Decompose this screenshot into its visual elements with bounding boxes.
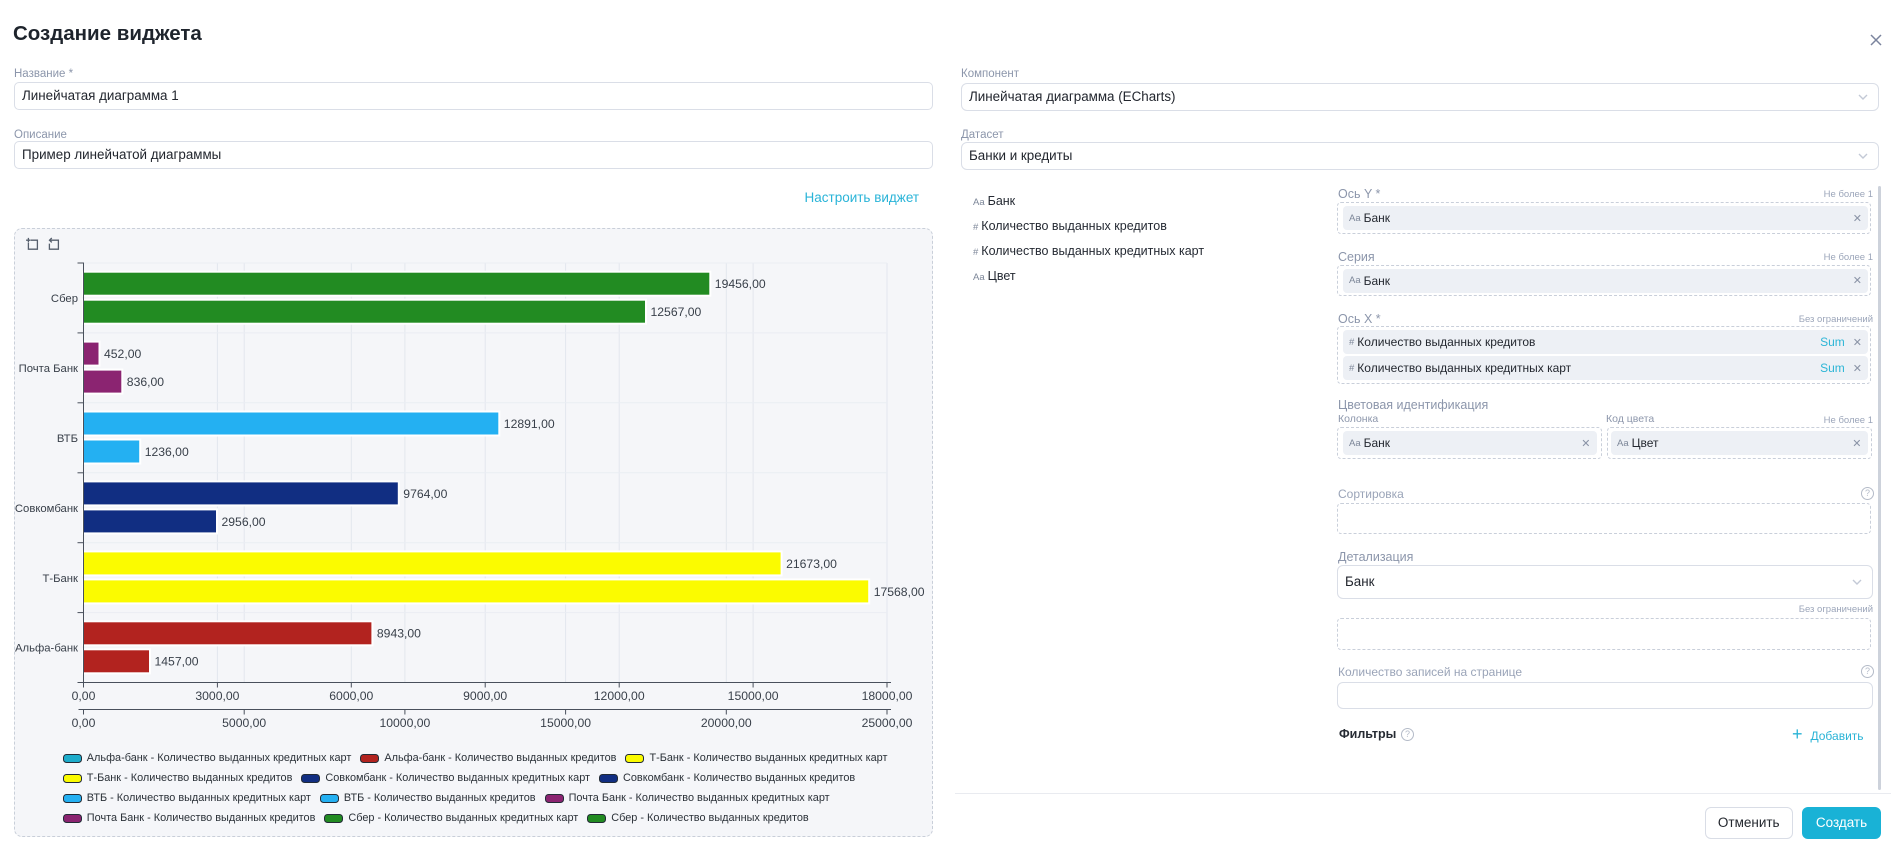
- svg-text:18000,00: 18000,00: [862, 689, 913, 703]
- svg-text:1457,00: 1457,00: [155, 654, 199, 668]
- svg-text:Сбер: Сбер: [51, 293, 78, 305]
- svg-text:12891,00: 12891,00: [504, 416, 555, 430]
- svg-text:10000,00: 10000,00: [379, 716, 430, 730]
- svg-text:12000,00: 12000,00: [594, 689, 645, 703]
- svg-text:Почта Банк: Почта Банк: [19, 363, 78, 375]
- svg-text:20000,00: 20000,00: [701, 716, 752, 730]
- svg-text:9764,00: 9764,00: [403, 486, 447, 500]
- svg-text:Альфа-банк: Альфа-банк: [15, 642, 78, 654]
- svg-text:21673,00: 21673,00: [786, 556, 837, 570]
- svg-text:ВТБ: ВТБ: [57, 433, 78, 445]
- svg-text:8943,00: 8943,00: [377, 626, 421, 640]
- svg-text:Т-Банк: Т-Банк: [42, 572, 78, 584]
- svg-text:12567,00: 12567,00: [651, 305, 702, 319]
- svg-text:6000,00: 6000,00: [329, 689, 373, 703]
- svg-text:5000,00: 5000,00: [222, 716, 266, 730]
- svg-text:25000,00: 25000,00: [862, 716, 913, 730]
- svg-text:452,00: 452,00: [104, 347, 141, 361]
- svg-text:15000,00: 15000,00: [728, 689, 779, 703]
- svg-text:2956,00: 2956,00: [222, 514, 266, 528]
- svg-text:836,00: 836,00: [127, 375, 164, 389]
- svg-text:3000,00: 3000,00: [195, 689, 239, 703]
- svg-text:17568,00: 17568,00: [874, 584, 925, 598]
- svg-text:1236,00: 1236,00: [145, 444, 189, 458]
- svg-text:9000,00: 9000,00: [463, 689, 507, 703]
- svg-text:15000,00: 15000,00: [540, 716, 591, 730]
- svg-text:0,00: 0,00: [72, 689, 96, 703]
- svg-text:19456,00: 19456,00: [715, 277, 766, 291]
- svg-text:Совкомбанк: Совкомбанк: [15, 502, 78, 514]
- svg-text:0,00: 0,00: [72, 716, 96, 730]
